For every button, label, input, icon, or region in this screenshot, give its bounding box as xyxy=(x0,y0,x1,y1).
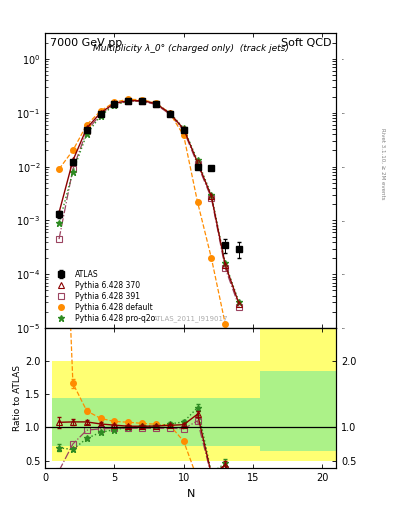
Pythia 6.428 370 xyxy=(181,126,186,132)
Pythia 6.428 391 xyxy=(70,166,75,172)
Pythia 6.428 pro-q2o xyxy=(126,98,130,104)
Pythia 6.428 370 xyxy=(209,194,214,200)
Pythia 6.428 pro-q2o xyxy=(181,125,186,131)
Pythia 6.428 pro-q2o xyxy=(167,110,172,116)
Pythia 6.428 pro-q2o xyxy=(140,98,145,104)
Pythia 6.428 default xyxy=(70,147,75,154)
Pythia 6.428 391 xyxy=(112,101,117,108)
Line: Pythia 6.428 pro-q2o: Pythia 6.428 pro-q2o xyxy=(55,97,242,306)
Pythia 6.428 pro-q2o xyxy=(98,113,103,119)
Pythia 6.428 default xyxy=(84,122,89,128)
Text: Soft QCD: Soft QCD xyxy=(281,38,332,48)
Text: 7000 GeV pp: 7000 GeV pp xyxy=(50,38,122,48)
Text: Multiplicity λ_0° (charged only)  (track jets): Multiplicity λ_0° (charged only) (track … xyxy=(93,44,288,53)
Pythia 6.428 pro-q2o xyxy=(237,300,241,306)
Line: Pythia 6.428 default: Pythia 6.428 default xyxy=(56,97,242,375)
Line: Pythia 6.428 391: Pythia 6.428 391 xyxy=(56,99,242,309)
Pythia 6.428 370 xyxy=(57,209,61,216)
Pythia 6.428 pro-q2o xyxy=(112,102,117,108)
Pythia 6.428 pro-q2o xyxy=(57,220,61,226)
Pythia 6.428 default xyxy=(209,255,214,261)
Pythia 6.428 default xyxy=(223,321,228,327)
Pythia 6.428 370 xyxy=(195,159,200,165)
Pythia 6.428 370 xyxy=(223,262,228,268)
Pythia 6.428 391 xyxy=(195,161,200,167)
Legend: ATLAS, Pythia 6.428 370, Pythia 6.428 391, Pythia 6.428 default, Pythia 6.428 pr: ATLAS, Pythia 6.428 370, Pythia 6.428 39… xyxy=(49,269,157,324)
Pythia 6.428 391 xyxy=(140,98,145,104)
Pythia 6.428 pro-q2o xyxy=(223,260,228,266)
Text: Rivet 3.1.10, ≥ 2M events: Rivet 3.1.10, ≥ 2M events xyxy=(381,128,386,200)
Pythia 6.428 default xyxy=(140,97,145,103)
Pythia 6.428 default xyxy=(112,99,117,105)
Pythia 6.428 391 xyxy=(84,128,89,134)
Pythia 6.428 391 xyxy=(209,195,214,201)
Pythia 6.428 370 xyxy=(167,110,172,116)
Pythia 6.428 370 xyxy=(126,98,130,104)
Pythia 6.428 370 xyxy=(98,110,103,116)
Pythia 6.428 391 xyxy=(126,98,130,104)
Pythia 6.428 pro-q2o xyxy=(84,131,89,137)
Pythia 6.428 370 xyxy=(237,301,241,307)
Pythia 6.428 391 xyxy=(167,111,172,117)
Pythia 6.428 default xyxy=(154,100,158,106)
Pythia 6.428 default xyxy=(181,132,186,138)
Pythia 6.428 391 xyxy=(57,236,61,242)
Pythia 6.428 370 xyxy=(154,100,158,106)
Pythia 6.428 default xyxy=(57,166,61,172)
Y-axis label: Ratio to ATLAS: Ratio to ATLAS xyxy=(13,365,22,431)
Pythia 6.428 pro-q2o xyxy=(154,100,158,106)
Pythia 6.428 default xyxy=(167,110,172,116)
Pythia 6.428 370 xyxy=(84,125,89,131)
Text: ATLAS_2011_I919017: ATLAS_2011_I919017 xyxy=(153,315,228,322)
Pythia 6.428 391 xyxy=(98,112,103,118)
Pythia 6.428 391 xyxy=(154,101,158,108)
Pythia 6.428 default xyxy=(195,199,200,205)
Pythia 6.428 pro-q2o xyxy=(209,191,214,198)
Pythia 6.428 370 xyxy=(112,100,117,106)
Pythia 6.428 pro-q2o xyxy=(195,157,200,163)
Pythia 6.428 default xyxy=(237,369,241,375)
Pythia 6.428 370 xyxy=(140,98,145,104)
Pythia 6.428 391 xyxy=(223,265,228,271)
Pythia 6.428 default xyxy=(98,108,103,114)
Pythia 6.428 370 xyxy=(70,157,75,163)
Pythia 6.428 default xyxy=(126,96,130,102)
Line: Pythia 6.428 370: Pythia 6.428 370 xyxy=(56,98,242,307)
X-axis label: N: N xyxy=(186,489,195,499)
Pythia 6.428 pro-q2o xyxy=(70,169,75,175)
Pythia 6.428 391 xyxy=(181,127,186,134)
Pythia 6.428 391 xyxy=(237,304,241,310)
